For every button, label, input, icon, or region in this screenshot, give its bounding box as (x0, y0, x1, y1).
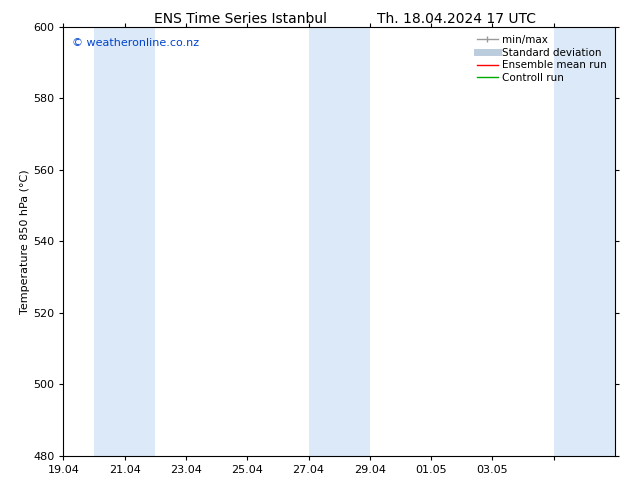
Bar (339, 27, 370, 456)
Text: ENS Time Series Istanbul: ENS Time Series Istanbul (155, 12, 327, 26)
Bar (94, 27, 155, 456)
Text: © weatheronline.co.nz: © weatheronline.co.nz (72, 38, 199, 48)
Y-axis label: Temperature 850 hPa (°C): Temperature 850 hPa (°C) (20, 169, 30, 314)
Bar (553, 27, 615, 456)
Text: Th. 18.04.2024 17 UTC: Th. 18.04.2024 17 UTC (377, 12, 536, 26)
Legend: min/max, Standard deviation, Ensemble mean run, Controll run: min/max, Standard deviation, Ensemble me… (474, 32, 610, 86)
Bar (309, 27, 339, 456)
